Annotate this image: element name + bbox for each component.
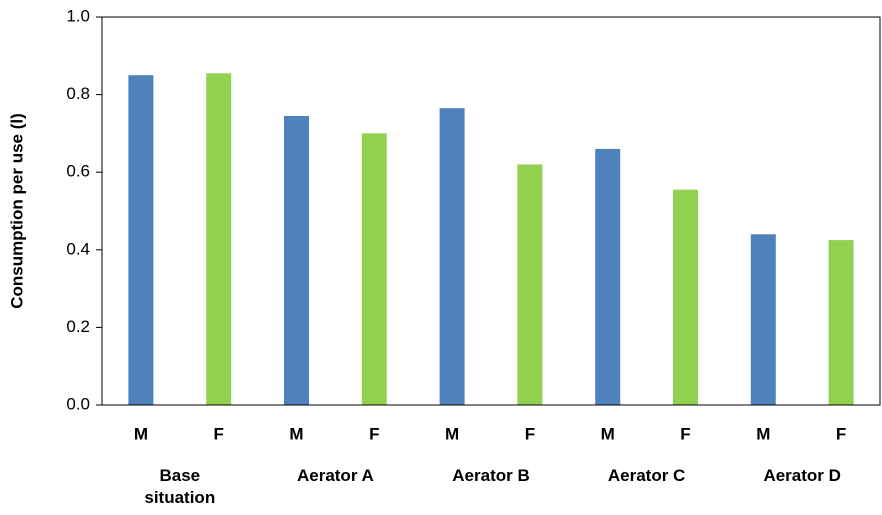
y-tick-label: 0.2 (66, 317, 90, 336)
bar (828, 240, 854, 405)
bar (206, 73, 232, 405)
bar (361, 133, 387, 405)
plot-frame (101, 16, 881, 406)
bar (128, 75, 154, 405)
x-tick-label: F (836, 424, 846, 443)
bar (439, 108, 465, 406)
x-tick-label: F (680, 424, 690, 443)
group-label: Aerator C (607, 466, 686, 485)
x-tick-label: M (756, 424, 770, 443)
group-label: Aerator B (452, 466, 530, 485)
x-tick-label: F (369, 424, 379, 443)
x-tick-label: M (134, 424, 148, 443)
y-tick-label: 0.0 (66, 394, 90, 413)
y-tick-label: 0.4 (66, 239, 90, 258)
group-label: Aerator A (296, 466, 374, 485)
y-tick-label: 1.0 (66, 6, 90, 25)
bar (284, 115, 309, 405)
y-tick-label: 0.6 (66, 162, 90, 181)
bar (595, 148, 621, 406)
x-tick-label: M (445, 424, 459, 443)
group-label: Base situation (144, 466, 216, 507)
x-tick-label: F (214, 424, 224, 443)
x-tick-label: M (601, 424, 615, 443)
x-tick-label: M (289, 424, 303, 443)
y-axis-label: Consumption per use (l) (7, 113, 26, 309)
y-tick-label: 0.8 (66, 84, 90, 103)
bar (750, 234, 776, 405)
bar (673, 189, 698, 405)
group-label: Aerator D (763, 466, 841, 485)
bar (517, 164, 543, 405)
x-tick-label: F (525, 424, 535, 443)
